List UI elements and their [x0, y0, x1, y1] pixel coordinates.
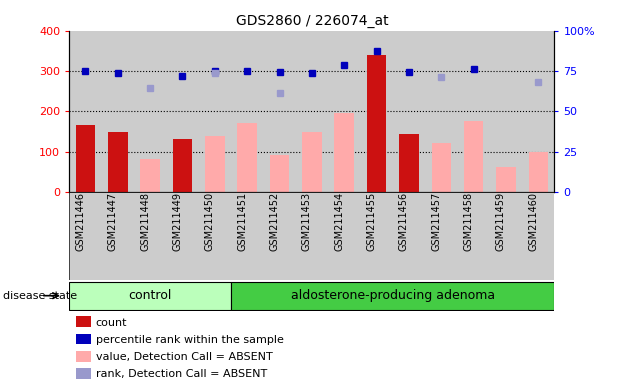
Text: GSM211453: GSM211453 — [302, 192, 312, 251]
Bar — [140, 159, 160, 192]
Bar — [76, 126, 95, 192]
Text: value, Detection Call = ABSENT: value, Detection Call = ABSENT — [96, 352, 273, 362]
Bar — [335, 113, 354, 192]
Text: control: control — [129, 289, 172, 302]
Bar — [367, 55, 386, 192]
Title: GDS2860 / 226074_at: GDS2860 / 226074_at — [236, 14, 388, 28]
Text: GSM211450: GSM211450 — [205, 192, 215, 251]
Bar — [302, 132, 321, 192]
Text: GSM211447: GSM211447 — [108, 192, 118, 251]
Text: GSM211456: GSM211456 — [399, 192, 409, 251]
Text: GSM211448: GSM211448 — [140, 192, 150, 251]
Text: rank, Detection Call = ABSENT: rank, Detection Call = ABSENT — [96, 369, 267, 379]
Text: GSM211458: GSM211458 — [464, 192, 474, 251]
FancyBboxPatch shape — [69, 192, 554, 280]
Bar — [399, 134, 418, 192]
Bar — [173, 139, 192, 192]
Bar — [496, 167, 515, 192]
Text: GSM211449: GSM211449 — [173, 192, 183, 251]
Text: count: count — [96, 318, 127, 328]
Text: GSM211455: GSM211455 — [367, 192, 377, 251]
Text: GSM211454: GSM211454 — [334, 192, 344, 251]
Bar — [205, 136, 224, 192]
Bar — [270, 154, 289, 192]
Bar — [108, 132, 127, 192]
Text: percentile rank within the sample: percentile rank within the sample — [96, 335, 284, 345]
Text: GSM211457: GSM211457 — [431, 192, 441, 251]
Text: aldosterone-producing adenoma: aldosterone-producing adenoma — [290, 289, 495, 302]
Text: GSM211451: GSM211451 — [237, 192, 247, 251]
FancyBboxPatch shape — [69, 282, 231, 310]
Bar — [529, 152, 548, 192]
Text: GSM211460: GSM211460 — [528, 192, 538, 251]
Text: disease state: disease state — [3, 291, 77, 301]
Text: GSM211452: GSM211452 — [270, 192, 280, 251]
FancyBboxPatch shape — [231, 282, 554, 310]
Bar — [432, 143, 451, 192]
Text: GSM211446: GSM211446 — [76, 192, 86, 251]
Text: GSM211459: GSM211459 — [496, 192, 506, 251]
Bar — [464, 121, 483, 192]
Bar — [238, 124, 257, 192]
